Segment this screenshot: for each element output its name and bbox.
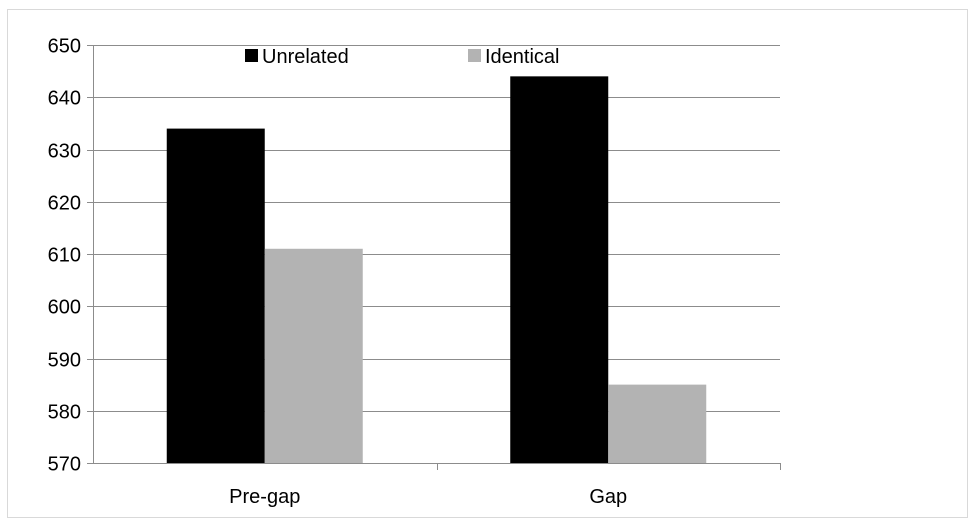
y-tick-labels: 570 580 590 600 610 620 630 640 650 — [48, 36, 81, 476]
y-tick-label: 630 — [48, 141, 81, 163]
y-tick-label: 640 — [48, 88, 81, 110]
x-tick-labels: Pre-gap Gap — [229, 486, 627, 508]
x-tick-label: Pre-gap — [229, 486, 300, 508]
y-tick-label: 590 — [48, 350, 81, 372]
legend-swatch-identical — [468, 49, 481, 62]
y-tick-label: 620 — [48, 193, 81, 215]
x-tick-label: Gap — [589, 486, 627, 508]
bar-identical-pre-gap — [264, 248, 363, 463]
y-tick-label: 570 — [48, 454, 81, 476]
bar-identical-gap — [608, 384, 707, 463]
bars — [166, 76, 707, 463]
legend: Unrelated Identical — [245, 46, 560, 68]
bar-unrelated-pre-gap — [166, 128, 265, 463]
axes — [87, 45, 781, 470]
legend-swatch-unrelated — [245, 49, 258, 62]
bar-unrelated-gap — [510, 76, 609, 463]
y-tick-label: 580 — [48, 402, 81, 424]
legend-label-unrelated: Unrelated — [262, 46, 349, 68]
legend-label-identical: Identical — [485, 46, 560, 68]
y-tick-label: 650 — [48, 36, 81, 58]
y-tick-label: 610 — [48, 245, 81, 267]
y-tick-label: 600 — [48, 297, 81, 319]
